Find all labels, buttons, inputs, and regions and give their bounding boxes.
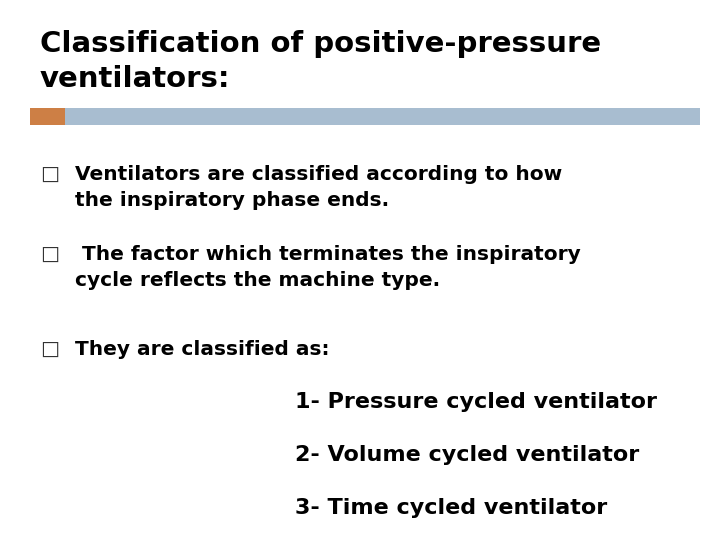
Text: Ventilators are classified according to how
the inspiratory phase ends.: Ventilators are classified according to … xyxy=(75,165,562,210)
Text: □: □ xyxy=(40,245,59,264)
Text: They are classified as:: They are classified as: xyxy=(75,340,330,359)
Bar xyxy=(30,108,65,125)
Text: □: □ xyxy=(40,340,59,359)
Bar xyxy=(65,108,700,125)
Text: The factor which terminates the inspiratory
cycle reflects the machine type.: The factor which terminates the inspirat… xyxy=(75,245,581,290)
Text: □: □ xyxy=(40,165,59,184)
Text: 1- Pressure cycled ventilator: 1- Pressure cycled ventilator xyxy=(295,392,657,412)
Text: 2- Volume cycled ventilator: 2- Volume cycled ventilator xyxy=(295,445,639,465)
Text: 3- Time cycled ventilator: 3- Time cycled ventilator xyxy=(295,498,607,518)
Text: Classification of positive-pressure
ventilators:: Classification of positive-pressure vent… xyxy=(40,30,601,92)
